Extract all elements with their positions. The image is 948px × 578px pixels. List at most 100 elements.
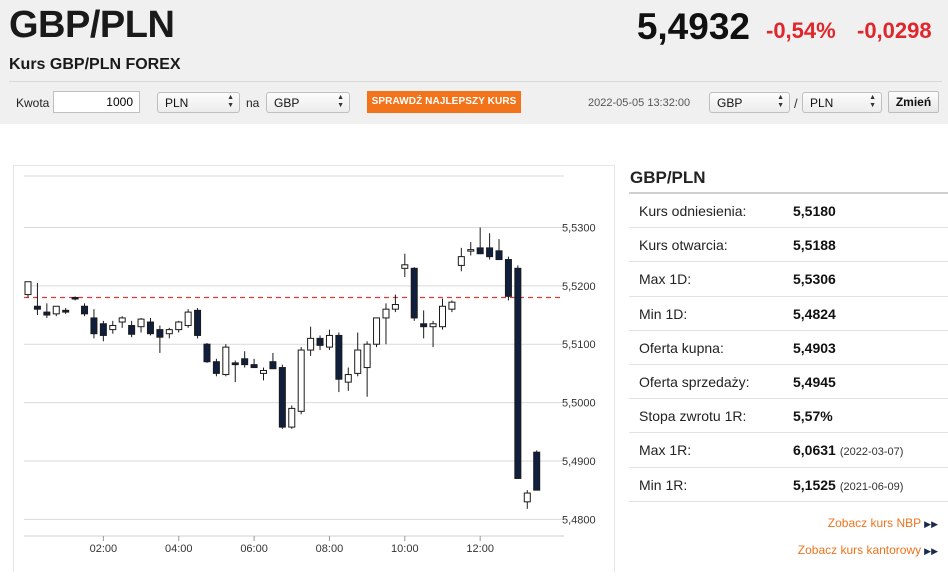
x-tick-label: 08:00 [316, 543, 344, 555]
candle-down [514, 267, 522, 479]
candle-up [184, 311, 192, 327]
base-currency-value: GBP [717, 96, 743, 110]
candle-down [476, 247, 484, 255]
candle-up [297, 349, 305, 412]
stat-value-text: 5,57% [793, 408, 833, 425]
stat-row: Oferta sprzedaży: 5,4945 [629, 365, 948, 400]
stats-title: GBP/PLN [629, 166, 948, 194]
stat-value-text: 5,5180 [793, 203, 836, 219]
double-chevron-right-icon: ▶▶ [924, 519, 938, 529]
candle-down [62, 309, 70, 313]
candle-down [420, 323, 428, 328]
stat-label: Min 1R: [639, 476, 688, 493]
x-tick-label: 10:00 [391, 543, 419, 555]
to-currency-select[interactable]: GBP ▲ ▼ [266, 92, 350, 113]
select-arrows-icon: ▲ ▼ [777, 94, 784, 109]
stat-value: 5,4903 [793, 340, 836, 356]
candle-down [156, 329, 164, 338]
candle-down [71, 297, 79, 300]
candle-up [175, 321, 183, 331]
candle-down [533, 451, 541, 491]
candle-up [52, 305, 60, 315]
candle-down [486, 247, 494, 258]
stat-value-text: 5,4945 [793, 373, 836, 390]
candle-up [109, 325, 117, 331]
y-tick-label: 5,5300 [562, 222, 596, 234]
candle-down [269, 361, 277, 370]
candle-up [391, 304, 399, 310]
toolbar-divider [9, 81, 942, 82]
candle-down [504, 259, 512, 297]
candle-down [81, 305, 89, 315]
pair-subtitle: Kurs GBP/PLN FOREX [9, 56, 181, 73]
candle-down [43, 311, 51, 316]
candle-down [495, 250, 503, 261]
base-currency-select[interactable]: GBP ▲ ▼ [709, 92, 790, 113]
stat-value: 5,4824 [793, 306, 836, 322]
stats-panel: GBP/PLN Kurs odniesienia: 5,5180 Kurs otwa… [629, 166, 948, 502]
stat-value-text: 5,4903 [793, 339, 836, 356]
y-tick-label: 5,4900 [562, 456, 596, 468]
stat-label: Stopa zwrotu 1R: [639, 408, 747, 425]
candle-up [382, 308, 390, 319]
stat-value: 5,5180 [793, 203, 836, 219]
candle-up [363, 343, 371, 369]
candle-down [316, 337, 324, 346]
candle-up [288, 407, 296, 428]
stat-row: Oferta kupna: 5,4903 [629, 331, 948, 365]
candle-up [307, 337, 315, 351]
stat-label: Max 1D: [639, 271, 692, 288]
candlestick-chart[interactable]: 5,5300 5,5200 5,5100 5,5000 5,4900 5,4800 02:0… [14, 166, 616, 573]
stat-value: 5,5306 [793, 271, 836, 287]
stat-row: Max 1D: 5,5306 [629, 262, 948, 297]
stat-value: 5,5188 [793, 237, 836, 253]
stat-value-text: 6,0631 [793, 442, 836, 459]
candle-down [128, 325, 136, 335]
candle-up [448, 301, 456, 310]
link-label: Zobacz kurs kantorowy [797, 543, 922, 557]
y-tick-label: 5,4800 [562, 514, 596, 526]
y-tick-label: 5,5200 [562, 281, 596, 293]
nbp-rate-link[interactable]: Zobacz kurs NBP ▶▶ [828, 516, 938, 530]
amount-input[interactable] [53, 91, 140, 113]
stat-date: (2021-06-09) [839, 480, 904, 493]
change-pair-button[interactable]: Zmień [888, 91, 939, 113]
candle-down [278, 367, 286, 428]
current-price: 5,4932 [636, 6, 750, 47]
from-currency-select[interactable]: PLN ▲ ▼ [157, 92, 240, 113]
stat-label: Oferta kupna: [639, 339, 724, 356]
stat-date: (2022-03-07) [839, 446, 904, 459]
stat-value: 5,57% [793, 408, 833, 424]
stat-label: Kurs otwarcia: [639, 237, 728, 254]
quote-currency-value: PLN [810, 96, 834, 110]
candle-down [203, 343, 211, 363]
candle-up [467, 249, 475, 252]
candle-up [457, 256, 465, 266]
x-tick-label: 12:00 [466, 543, 494, 555]
change-percent: -0,54% [766, 18, 836, 43]
change-absolute: -0,0298 [857, 18, 932, 43]
stat-value-text: 5,5306 [793, 271, 836, 288]
from-currency-value: PLN [165, 96, 189, 110]
candle-up [438, 305, 446, 328]
stat-row: Stopa zwrotu 1R: 5,57% [629, 399, 948, 434]
stat-row: Kurs otwarcia: 5,5188 [629, 228, 948, 263]
y-tick-label: 5,5100 [562, 339, 596, 351]
candle-down [194, 309, 202, 336]
best-rate-button[interactable]: SPRAWDŹ NAJLEPSZY KURS [367, 91, 521, 113]
x-tick-label: 04:00 [165, 543, 193, 555]
candle-up [373, 317, 381, 345]
candle-down [99, 323, 107, 336]
stat-value: 5,4945 [793, 374, 836, 390]
quote-currency-select[interactable]: PLN ▲ ▼ [802, 92, 882, 113]
exchange-office-rate-link[interactable]: Zobacz kurs kantorowy ▶▶ [798, 543, 938, 557]
stat-value-text: 5,1525 [793, 476, 836, 493]
quote-timestamp: 2022-05-05 13:32:00 [588, 97, 691, 109]
stat-value: 5,1525 (2021-06-09) [793, 477, 903, 493]
candle-down [241, 358, 249, 366]
candle-up [260, 369, 268, 374]
candle-up [523, 492, 531, 503]
stat-value: 6,0631 (2022-03-07) [793, 442, 903, 458]
select-arrows-icon: ▲ ▼ [337, 94, 344, 109]
candle-up [118, 317, 126, 323]
